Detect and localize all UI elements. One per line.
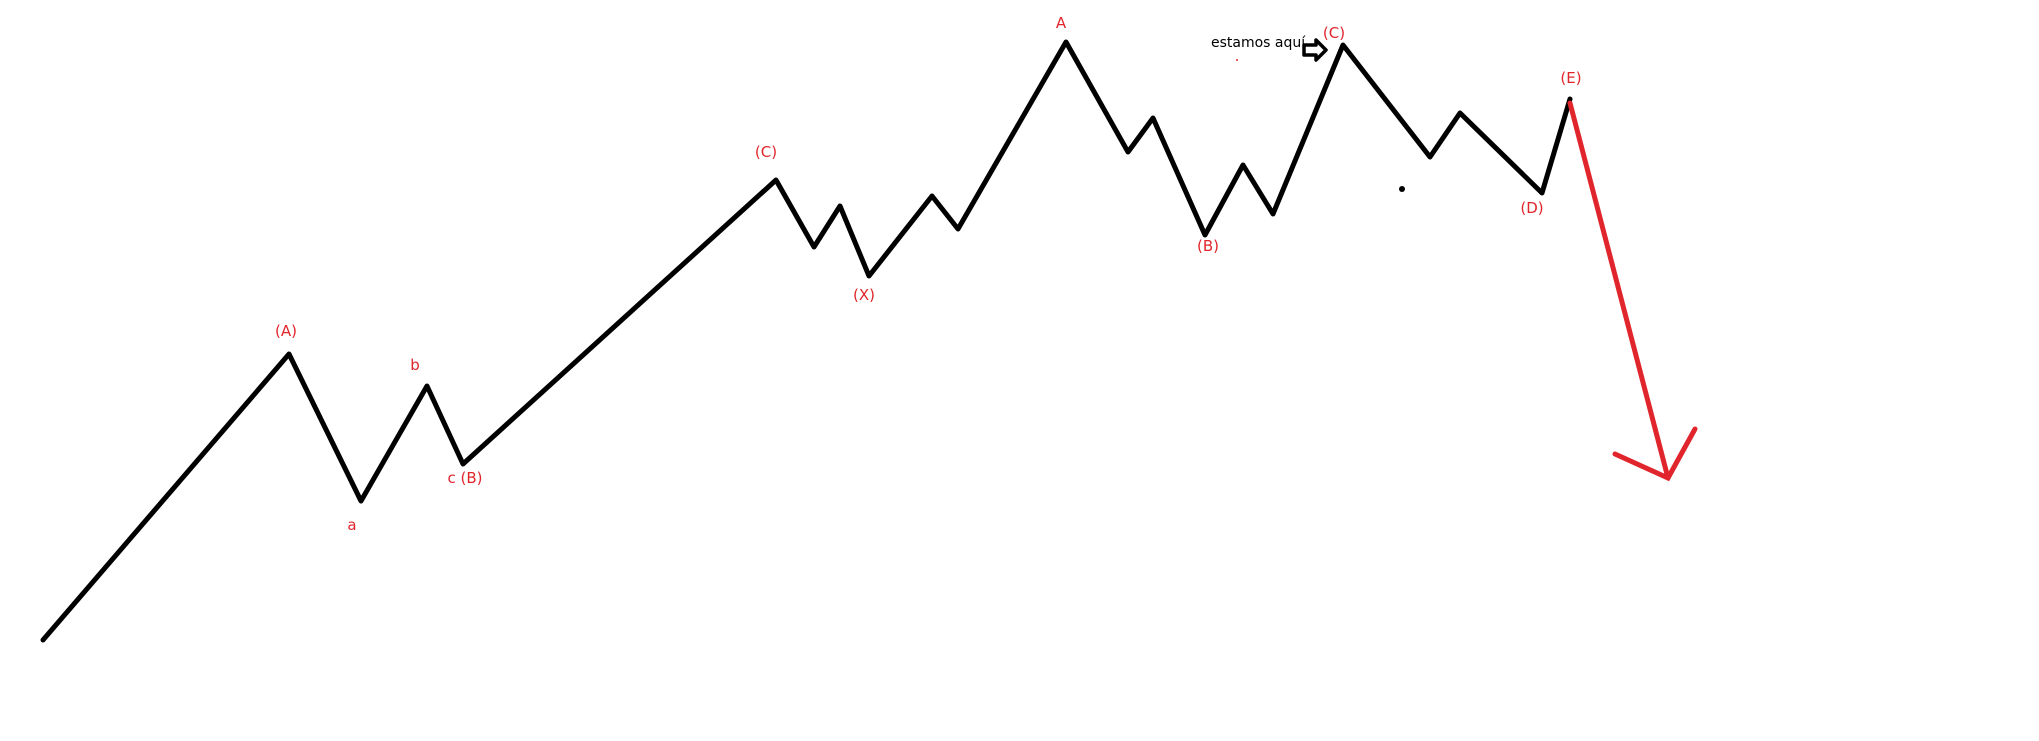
label-b: b: [410, 356, 420, 374]
projection-arrow: [1567, 100, 1698, 482]
arrow-right-outline-icon: [1302, 38, 1328, 62]
label-c-B: c (B): [447, 469, 482, 487]
label-B: (B): [1197, 237, 1219, 255]
label-A-top: A: [1056, 14, 1067, 32]
current-position-note: estamos aquí: [1211, 35, 1306, 51]
label-X: (X): [853, 286, 875, 304]
label-C-first: (C): [755, 143, 777, 161]
label-a: a: [347, 516, 356, 534]
wave-path: [40, 39, 1573, 643]
label-D: (D): [1520, 199, 1543, 217]
stray-dot: [1399, 186, 1405, 192]
label-A-wave: (A): [275, 322, 297, 340]
stray-red-dot: [1236, 59, 1238, 61]
label-E: (E): [1560, 69, 1581, 87]
label-C-second: (C): [1323, 24, 1345, 42]
